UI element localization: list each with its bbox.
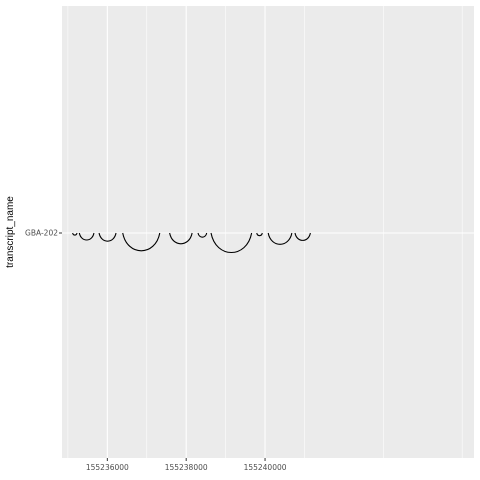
x-tick-label: 155236000 [86, 463, 129, 472]
junction-arc [294, 232, 311, 241]
junction-arc [72, 232, 78, 236]
junction-arc [197, 232, 208, 238]
y-axis-title: transcript_name [5, 196, 16, 268]
x-tick-label: 155240000 [244, 463, 287, 472]
x-tick-label: 155238000 [165, 463, 208, 472]
grid-minor [67, 6, 463, 458]
junction-arc [256, 232, 263, 237]
junction-arc [122, 232, 161, 252]
x-axis: 155236000 155238000 155240000 [86, 458, 287, 472]
junction-arc [169, 232, 193, 245]
grid-major [62, 6, 474, 458]
junction-arc [210, 232, 253, 254]
junction-arc [267, 232, 293, 245]
junction-arc [78, 232, 95, 241]
plot-panel [62, 6, 474, 458]
junction-arc [98, 232, 117, 242]
y-axis: GBA-202 [25, 229, 62, 238]
y-tick-label: GBA-202 [25, 229, 58, 238]
junction-arcs [72, 232, 311, 254]
